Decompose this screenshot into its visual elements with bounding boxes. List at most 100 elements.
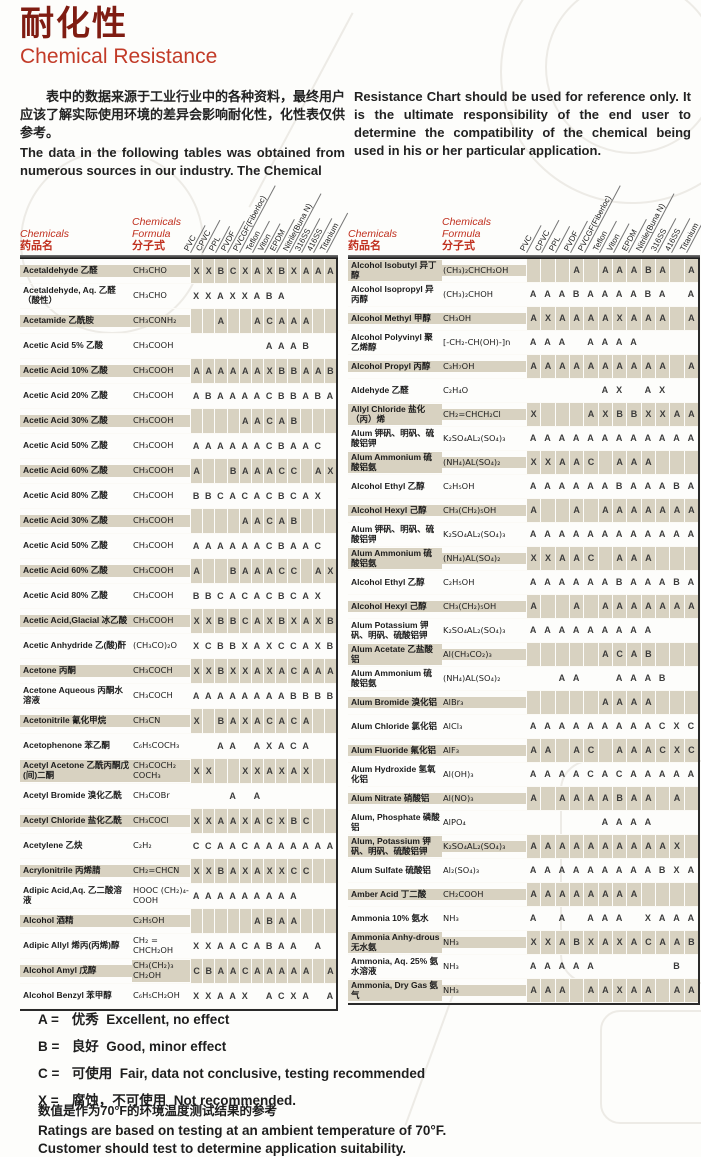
chemical-name-zh: 异丙醇: [351, 283, 434, 304]
rating-cell: X: [241, 990, 248, 1001]
rating-cell: [202, 909, 215, 933]
chemical-formula: CH₃COOH: [132, 365, 190, 377]
rating-cell: B: [275, 359, 288, 383]
rating-cell: A: [601, 433, 609, 444]
rating-cell: A: [275, 509, 288, 533]
table-row: Acetyl Acetone 乙酰丙酮戊(间)二酮 CH₃COCH₂ COCH₃ X…: [20, 759, 336, 784]
rating-cell: X: [263, 259, 276, 283]
rating-cell: C: [265, 440, 273, 451]
rating-cell: X: [263, 609, 276, 633]
rating-cell: A: [526, 739, 541, 762]
rating-cell: A: [673, 433, 680, 444]
rating-cell: [683, 835, 698, 858]
rating-cell: A: [601, 529, 609, 540]
rating-cell: X: [314, 640, 321, 651]
rating-cell: X: [238, 859, 251, 883]
rating-cell: A: [302, 990, 309, 1001]
chemical-name-en: Acetic Acid 30%: [23, 415, 89, 426]
rating-cell: X: [287, 259, 300, 283]
rating-cell: A: [673, 529, 680, 540]
rating-cell: C: [611, 643, 627, 666]
rating-cell: X: [659, 385, 666, 396]
table-row: Adipic Acid,Aq. 乙二酸溶液 HOOC (CH₂)₄-COOH A A A…: [20, 884, 336, 909]
rating-cell: A: [526, 883, 541, 906]
rating-cell: B: [277, 590, 285, 601]
chemical-name-zh: 己醇: [407, 600, 427, 611]
rating-cell: A: [644, 529, 652, 540]
chemical-name: Acetic Acid 50% 乙酸: [20, 540, 132, 552]
chemical-name: Acetyl Chloride 盐化乙酰: [20, 815, 132, 827]
table-row: Ammonia, Dry Gas 氨气 NH₃ A A A A A X A A A A: [348, 979, 698, 1003]
chemicals-header-zh: 药品名: [20, 240, 53, 253]
rating-cell: [641, 955, 655, 978]
chemical-formula: (CH₃)₂CHOH: [443, 288, 493, 299]
rating-cell: A: [250, 809, 263, 833]
rating-cell: [526, 379, 540, 402]
intro-en-left: The data in the following tables was obt…: [20, 144, 345, 178]
chemical-formula: CH₃COCH: [133, 690, 173, 701]
rating-cell: A: [558, 577, 566, 588]
chemical-name-zh: 聚乙烯醇: [351, 331, 433, 352]
chemical-name-en: Alum, Potassium: [351, 835, 420, 846]
rating-cell: A: [311, 659, 324, 683]
rating-cell: X: [299, 759, 312, 783]
rating-cell: A: [587, 529, 594, 540]
rating-cell: A: [572, 721, 580, 732]
chemical-formula: Al₂(SO₄)₃: [443, 864, 480, 875]
rating-cell: A: [615, 529, 623, 540]
rating-cell: X: [526, 547, 541, 570]
rating-cell: X: [241, 640, 248, 651]
rating-cell: A: [275, 659, 288, 683]
rating-cell: [554, 499, 569, 522]
rating-cell: A: [644, 721, 652, 732]
rating-cell: [669, 355, 684, 378]
rating-cell: A: [554, 979, 569, 1002]
chemical-formula: Al(NO)₃: [442, 792, 526, 805]
rating-cell: A: [626, 595, 641, 618]
legend-line-c: C = 可使用 Fair, data not conclusive, testi…: [38, 1062, 425, 1082]
chemical-name-zh: 丁二酸: [398, 888, 427, 899]
chemical-name: Ammonia, Aq. 25% 氨水溶液: [348, 956, 442, 978]
chemical-name-en: Acetyl Chloride: [23, 815, 86, 826]
rating-cell: A: [250, 309, 263, 333]
rating-cell: C: [217, 490, 224, 501]
rating-cell: A: [615, 433, 623, 444]
chemical-name-zh: 钾矾、明矾、硫酸铝钾: [351, 427, 435, 448]
rating-cell: A: [250, 559, 263, 583]
rating-cell: [323, 509, 336, 533]
rating-cell: A: [229, 840, 236, 851]
rating-cell: X: [275, 859, 288, 883]
rating-cell: A: [654, 499, 670, 522]
rating-cell: B: [323, 609, 336, 633]
rating-cell: A: [683, 259, 698, 282]
table-row: Aldehyde 乙醛 C₂H₄O A X A X: [348, 379, 698, 403]
rating-cell: [684, 619, 698, 642]
rating-cell: A: [669, 499, 684, 522]
rating-cell: [214, 909, 227, 933]
rating-cell: A: [277, 940, 285, 951]
rating-cell: A: [299, 259, 312, 283]
rating-cell: [226, 409, 239, 433]
rating-cell: X: [311, 609, 324, 633]
rating-cell: A: [250, 409, 263, 433]
chemical-name-en: Alum Ammonium: [351, 547, 422, 558]
rating-cell: A: [658, 481, 666, 492]
chemical-name-zh: 氨水溶液: [351, 955, 439, 976]
rating-cell: [554, 691, 569, 714]
rating-cell: A: [229, 490, 236, 501]
rating-cell: A: [263, 559, 276, 583]
rating-cell: A: [326, 990, 334, 1001]
chemical-formula: Al(CH₃CO₂)₃: [442, 648, 526, 661]
rating-cell: A: [250, 959, 263, 983]
rating-cell: [669, 283, 683, 306]
table-row: Acetyl Chloride 盐化乙酰 CH₃COCl X X A A X A C X B C: [20, 809, 336, 834]
rating-cell: A: [568, 499, 584, 522]
rating-cell: A: [253, 440, 261, 451]
rating-cell: C: [277, 990, 285, 1001]
rating-cell: A: [323, 959, 336, 983]
rating-cell: [597, 739, 612, 762]
chemical-name-en: Aldehyde: [351, 384, 390, 395]
rating-cell: A: [626, 691, 641, 714]
chemical-name: Acetic Acid 20% 乙酸: [20, 390, 132, 402]
chemical-name-zh: 乙醇: [405, 480, 425, 491]
